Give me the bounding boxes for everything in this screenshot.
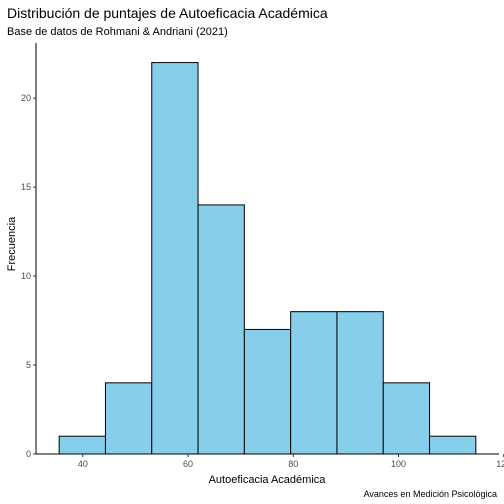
x-tick-label: 100 — [391, 459, 406, 469]
histogram-bar — [151, 62, 199, 455]
histogram-bar — [336, 311, 384, 455]
y-tick-label: 0 — [26, 449, 31, 459]
chart-subtitle: Base de datos de Rohmani & Andriani (202… — [7, 26, 228, 38]
histogram-bars — [58, 62, 477, 455]
x-tick-label: 80 — [288, 459, 298, 469]
x-axis-title: Autoeficacia Académica — [209, 474, 327, 486]
y-tick-label: 10 — [21, 271, 31, 281]
y-tick-label: 20 — [21, 93, 31, 103]
histogram-bar — [243, 328, 292, 455]
histogram-bar — [429, 435, 477, 455]
y-tick-label: 15 — [21, 182, 31, 192]
y-axis-ticks: 0 5 10 15 20 — [21, 93, 36, 459]
chart-title: Distribución de puntajes de Autoeficacia… — [7, 5, 328, 21]
histogram-bar — [382, 382, 431, 455]
histogram-bar — [197, 204, 245, 455]
x-tick-label: 40 — [78, 459, 88, 469]
x-axis-ticks: 40 60 80 100 120 — [78, 454, 504, 469]
y-tick-label: 5 — [26, 360, 31, 370]
y-axis-title: Frecuencia — [6, 216, 18, 271]
x-tick-label: 60 — [183, 459, 193, 469]
histogram-bar — [104, 382, 153, 455]
x-tick-label: 120 — [496, 459, 504, 469]
histogram-bar — [58, 435, 106, 455]
histogram-bar — [290, 311, 338, 455]
chart-caption: Avances en Medición Psicológica — [364, 489, 497, 499]
